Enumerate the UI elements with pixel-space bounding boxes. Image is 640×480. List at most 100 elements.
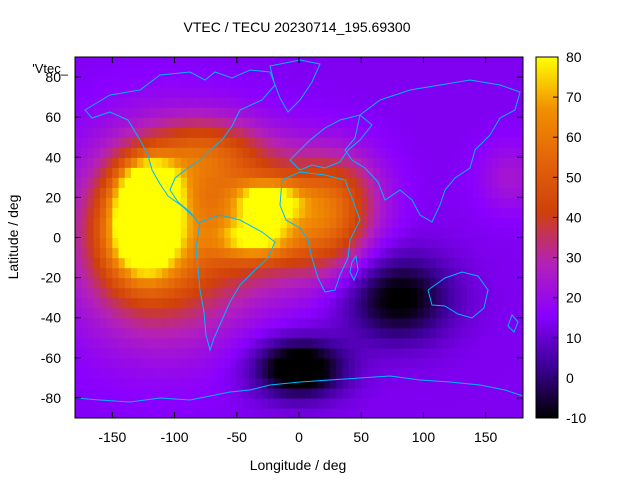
heatmap-cell — [286, 337, 294, 349]
heatmap-cell — [373, 217, 381, 229]
heatmap-cell — [485, 207, 493, 219]
heatmap-cell — [243, 407, 250, 418]
heatmap-cell — [87, 217, 95, 229]
heatmap-cell — [491, 207, 499, 219]
heatmap-cell — [267, 327, 275, 339]
heatmap-cell — [317, 177, 325, 188]
heatmap-cell — [274, 317, 281, 329]
heatmap-cell — [479, 357, 487, 369]
heatmap-cell — [211, 207, 219, 219]
heatmap-cell — [261, 177, 269, 188]
heatmap-cell — [454, 217, 462, 229]
heatmap-cell — [230, 137, 238, 148]
heatmap-cell — [205, 337, 213, 349]
heatmap-cell — [398, 337, 406, 349]
heatmap-cell — [249, 377, 257, 389]
heatmap-cell — [99, 197, 107, 209]
heatmap-cell — [124, 347, 132, 359]
heatmap-cell — [479, 187, 487, 198]
heatmap-cell — [342, 207, 350, 219]
heatmap-cell — [267, 407, 275, 418]
heatmap-cell — [330, 117, 337, 128]
heatmap-cell — [498, 137, 505, 148]
heatmap-cell — [137, 157, 145, 168]
heatmap-cell — [386, 67, 393, 78]
heatmap-cell — [473, 137, 481, 148]
heatmap-cell — [311, 267, 319, 279]
heatmap-cell — [411, 337, 418, 349]
heatmap-cell — [261, 127, 269, 138]
heatmap-cell — [429, 167, 437, 178]
heatmap-cell — [386, 367, 393, 379]
heatmap-cell — [498, 227, 505, 239]
heatmap-cell — [218, 77, 225, 88]
heatmap-cell — [75, 67, 82, 78]
heatmap-cell — [392, 247, 400, 259]
heatmap-cell — [460, 357, 468, 369]
heatmap-cell — [454, 277, 462, 289]
heatmap-cell — [498, 207, 505, 219]
heatmap-cell — [267, 167, 275, 178]
heatmap-cell — [168, 387, 176, 399]
heatmap-cell — [336, 337, 344, 349]
heatmap-cell — [149, 77, 157, 88]
heatmap-cell — [75, 267, 82, 279]
heatmap-cell — [137, 227, 145, 239]
heatmap-cell — [398, 347, 406, 359]
heatmap-cell — [155, 327, 163, 339]
heatmap-cell — [299, 237, 306, 249]
heatmap-cell — [392, 107, 400, 118]
heatmap-cell — [479, 197, 487, 209]
heatmap-cell — [249, 117, 257, 128]
heatmap-cell — [361, 207, 369, 219]
heatmap-cell — [137, 207, 145, 219]
heatmap-cell — [236, 167, 244, 178]
heatmap-cell — [230, 357, 238, 369]
heatmap-cell — [355, 77, 362, 88]
heatmap-cell — [243, 317, 250, 329]
heatmap-cell — [423, 347, 431, 359]
heatmap-cell — [180, 57, 188, 68]
heatmap-cell — [417, 217, 425, 229]
heatmap-cell — [460, 207, 468, 219]
heatmap-cell — [286, 227, 294, 239]
heatmap-cell — [467, 287, 474, 299]
heatmap-cell — [205, 197, 213, 209]
heatmap-cell — [168, 217, 176, 229]
heatmap-cell — [516, 317, 523, 329]
heatmap-cell — [280, 357, 288, 369]
heatmap-cell — [193, 257, 201, 269]
heatmap-cell — [261, 57, 269, 68]
heatmap-cell — [398, 147, 406, 158]
heatmap-cell — [124, 167, 132, 178]
heatmap-cell — [106, 117, 113, 128]
heatmap-cell — [305, 287, 313, 299]
heatmap-cell — [168, 377, 176, 389]
heatmap-cell — [292, 307, 300, 319]
heatmap-cell — [373, 177, 381, 188]
heatmap-cell — [168, 227, 176, 239]
heatmap-cell — [230, 337, 238, 349]
heatmap-cell — [305, 247, 313, 259]
heatmap-cell — [280, 147, 288, 158]
heatmap-cell — [311, 347, 319, 359]
heatmap-cell — [261, 367, 269, 379]
heatmap-cell — [348, 277, 356, 289]
heatmap-cell — [99, 137, 107, 148]
heatmap-cell — [224, 97, 232, 108]
heatmap-cell — [243, 347, 250, 359]
heatmap-cell — [442, 187, 449, 198]
heatmap-cell — [429, 147, 437, 158]
heatmap-cell — [187, 157, 194, 168]
heatmap-cell — [435, 97, 443, 108]
heatmap-cell — [330, 197, 337, 209]
heatmap-cell — [516, 397, 523, 409]
heatmap-cell — [106, 187, 113, 198]
heatmap-cell — [180, 207, 188, 219]
heatmap-cell — [87, 317, 95, 329]
heatmap-cell — [460, 347, 468, 359]
heatmap-cell — [75, 87, 82, 98]
heatmap-cell — [211, 357, 219, 369]
heatmap-cell — [81, 67, 89, 78]
heatmap-cell — [367, 107, 375, 118]
